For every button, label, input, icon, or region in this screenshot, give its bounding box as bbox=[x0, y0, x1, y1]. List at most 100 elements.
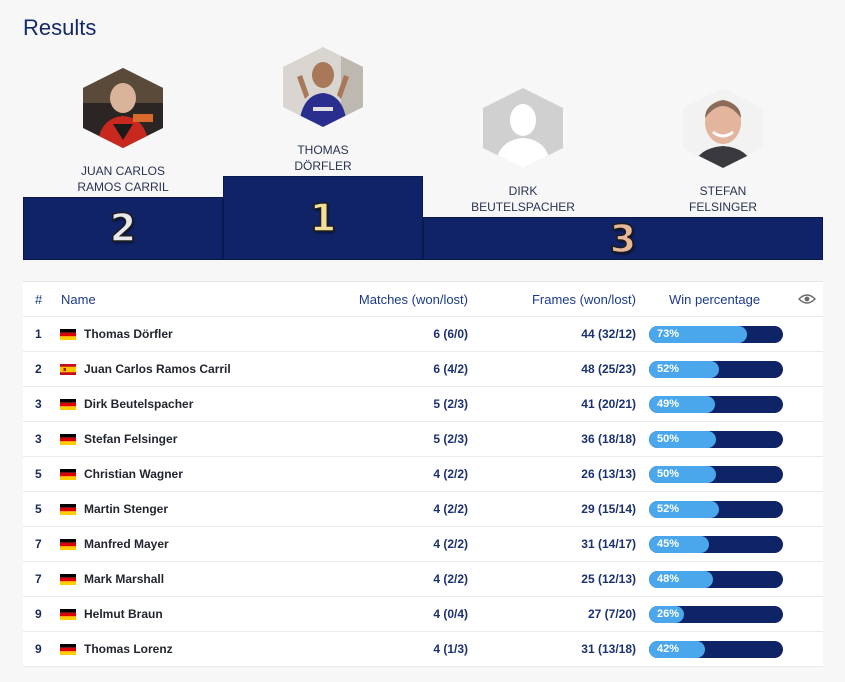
header-frames[interactable]: Frames (won/lost) bbox=[531, 292, 636, 307]
win-percentage-label: 42% bbox=[657, 643, 680, 655]
player-photo-first[interactable] bbox=[283, 47, 363, 127]
win-percentage-label: 49% bbox=[657, 398, 680, 410]
row-frames: 48 (25/23) bbox=[581, 362, 636, 376]
flag-de-icon bbox=[60, 539, 76, 550]
win-percentage-label: 45% bbox=[657, 538, 680, 550]
player-name-link[interactable]: Helmut Braun bbox=[84, 607, 163, 621]
row-matches: 4 (2/2) bbox=[433, 502, 468, 516]
table-row[interactable]: 1 Thomas Dörfler 6 (6/0) 44 (32/12) 73% bbox=[23, 317, 823, 352]
table-row[interactable]: 2 Juan Carlos Ramos Carril 6 (4/2) 48 (25/2… bbox=[23, 352, 823, 387]
flag-de-icon bbox=[60, 504, 76, 515]
win-percentage-bar: 50% bbox=[649, 431, 783, 448]
eye-icon[interactable] bbox=[798, 293, 816, 305]
player-photo-third-b[interactable] bbox=[683, 88, 763, 168]
player-name-link[interactable]: Martin Stenger bbox=[84, 502, 169, 516]
win-percentage-label: 48% bbox=[657, 573, 680, 585]
header-matches[interactable]: Matches (won/lost) bbox=[358, 292, 468, 307]
podium-name-first: THOMAS DÖRFLER bbox=[294, 143, 352, 173]
header-name[interactable]: Name bbox=[61, 292, 96, 307]
podium-block-first: 1 bbox=[223, 176, 423, 260]
flag-de-icon bbox=[60, 434, 76, 445]
flag-de-icon bbox=[60, 644, 76, 655]
win-percentage-label: 52% bbox=[657, 503, 680, 515]
podium-name-third: DIRK BEUTELSPACHER bbox=[471, 184, 575, 214]
player-name-link[interactable]: Mark Marshall bbox=[84, 572, 165, 586]
table-row[interactable]: 9 Helmut Braun 4 (0/4) 27 (7/20) 26% bbox=[23, 597, 823, 632]
row-matches: 4 (2/2) bbox=[433, 537, 468, 551]
row-rank: 3 bbox=[35, 432, 42, 446]
table-row[interactable]: 3 Dirk Beutelspacher 5 (2/3) 41 (20/21) 49% bbox=[23, 387, 823, 422]
win-percentage-bar: 73% bbox=[649, 326, 783, 343]
table-row[interactable]: 5 Martin Stenger 4 (2/2) 29 (15/14) 52% bbox=[23, 492, 823, 527]
row-frames: 26 (13/13) bbox=[581, 467, 636, 481]
table-row[interactable]: 5 Christian Wagner 4 (2/2) 26 (13/13) 50% bbox=[23, 457, 823, 492]
win-percentage-label: 50% bbox=[657, 433, 680, 445]
header-rank[interactable]: # bbox=[35, 292, 43, 307]
podium-block-third: 3 bbox=[423, 216, 823, 262]
win-percentage-bar: 42% bbox=[649, 641, 783, 658]
rank-number-first: 1 bbox=[309, 195, 337, 241]
player-name-link[interactable]: Manfred Mayer bbox=[84, 537, 169, 551]
row-rank: 9 bbox=[35, 642, 42, 656]
win-percentage-bar: 52% bbox=[649, 361, 783, 378]
table-row[interactable]: 7 Manfred Mayer 4 (2/2) 31 (14/17) 45% bbox=[23, 527, 823, 562]
rank-number-third: 3 bbox=[609, 216, 637, 262]
flag-de-icon bbox=[60, 399, 76, 410]
win-percentage-bar: 26% bbox=[649, 606, 783, 623]
row-frames: 44 (32/12) bbox=[581, 327, 636, 341]
podium: JUAN CARLOS RAMOS CARRIL 2 THOMAS DÖRFLER … bbox=[23, 40, 823, 262]
podium-block-second: 2 bbox=[23, 197, 223, 260]
win-percentage-fill bbox=[649, 396, 715, 413]
podium-name-second: JUAN CARLOS RAMOS CARRIL bbox=[77, 164, 169, 194]
table-row[interactable]: 9 Thomas Lorenz 4 (1/3) 31 (13/18) 42% bbox=[23, 632, 823, 667]
player-photo-second[interactable] bbox=[83, 68, 163, 148]
win-percentage-label: 73% bbox=[657, 328, 680, 340]
row-matches: 4 (1/3) bbox=[433, 642, 468, 656]
row-matches: 4 (2/2) bbox=[433, 467, 468, 481]
row-matches: 4 (0/4) bbox=[433, 607, 468, 621]
row-frames: 31 (14/17) bbox=[581, 537, 636, 551]
win-percentage-bar: 50% bbox=[649, 466, 783, 483]
results-table: # Name Matches (won/lost) Frames (won/lo… bbox=[23, 281, 823, 667]
player-name-link[interactable]: Stefan Felsinger bbox=[84, 432, 178, 446]
win-percentage-fill bbox=[649, 361, 719, 378]
player-name-link[interactable]: Thomas Lorenz bbox=[84, 642, 173, 656]
row-matches: 6 (6/0) bbox=[433, 327, 468, 341]
win-percentage-fill bbox=[649, 641, 706, 658]
flag-de-icon bbox=[60, 469, 76, 480]
win-percentage-bar: 48% bbox=[649, 571, 783, 588]
win-percentage-fill bbox=[649, 536, 710, 553]
row-rank: 7 bbox=[35, 537, 42, 551]
table-row[interactable]: 7 Mark Marshall 4 (2/2) 25 (12/13) 48% bbox=[23, 562, 823, 597]
row-rank: 3 bbox=[35, 397, 42, 411]
page-title: Results bbox=[23, 15, 97, 40]
flag-de-icon bbox=[60, 574, 76, 585]
row-rank: 5 bbox=[35, 502, 42, 516]
row-matches: 5 (2/3) bbox=[433, 397, 468, 411]
flag-de-icon bbox=[60, 329, 76, 340]
row-matches: 6 (4/2) bbox=[433, 362, 468, 376]
row-rank: 5 bbox=[35, 467, 42, 481]
placeholder-avatar-icon[interactable] bbox=[483, 88, 563, 168]
table-header: # Name Matches (won/lost) Frames (won/lo… bbox=[23, 282, 823, 317]
win-percentage-label: 50% bbox=[657, 468, 680, 480]
win-percentage-fill bbox=[649, 431, 716, 448]
rank-number-second: 2 bbox=[109, 205, 137, 251]
row-matches: 5 (2/3) bbox=[433, 432, 468, 446]
flag-de-icon bbox=[60, 609, 76, 620]
row-rank: 7 bbox=[35, 572, 42, 586]
player-name-link[interactable]: Juan Carlos Ramos Carril bbox=[84, 362, 231, 376]
win-percentage-fill bbox=[649, 466, 716, 483]
header-win-percentage[interactable]: Win percentage bbox=[669, 292, 761, 307]
row-frames: 29 (15/14) bbox=[581, 502, 636, 516]
row-rank: 2 bbox=[35, 362, 42, 376]
row-frames: 25 (12/13) bbox=[581, 572, 636, 586]
player-name-link[interactable]: Dirk Beutelspacher bbox=[84, 397, 194, 411]
row-frames: 36 (18/18) bbox=[581, 432, 636, 446]
win-percentage-bar: 52% bbox=[649, 501, 783, 518]
table-row[interactable]: 3 Stefan Felsinger 5 (2/3) 36 (18/18) 50% bbox=[23, 422, 823, 457]
row-matches: 4 (2/2) bbox=[433, 572, 468, 586]
player-name-link[interactable]: Christian Wagner bbox=[84, 467, 183, 481]
row-rank: 1 bbox=[35, 327, 42, 341]
player-name-link[interactable]: Thomas Dörfler bbox=[84, 327, 173, 341]
